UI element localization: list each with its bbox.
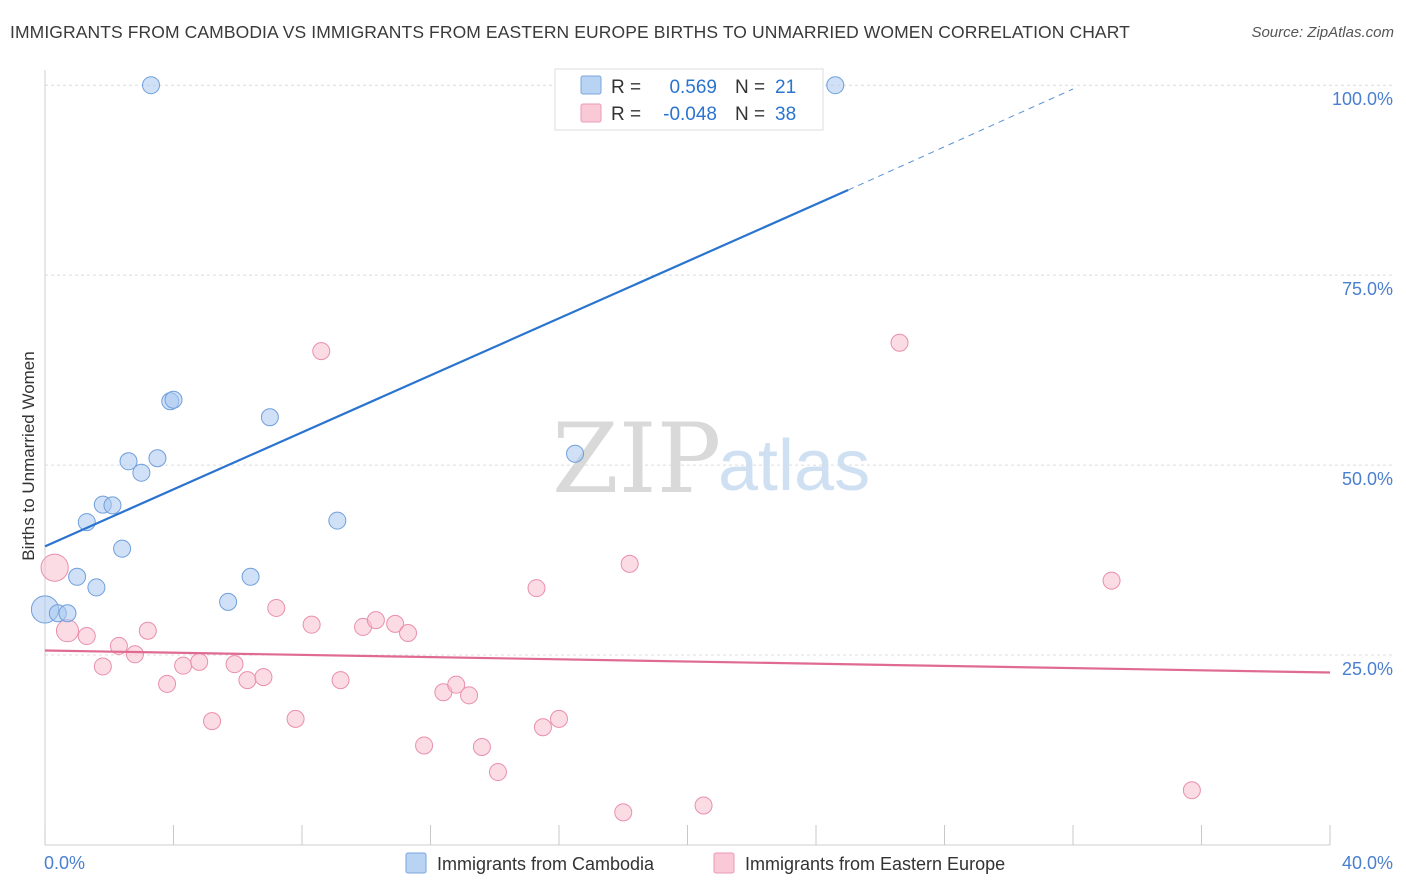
data-point-eastern-europe bbox=[488, 763, 507, 782]
data-point-eastern-europe bbox=[254, 668, 273, 687]
data-point-eastern-europe bbox=[386, 614, 405, 633]
data-point-eastern-europe bbox=[694, 796, 713, 815]
source-label: Source: ZipAtlas.com bbox=[1251, 24, 1394, 41]
data-point-cambodia bbox=[68, 567, 87, 586]
y-tick-label: 50.0% bbox=[1342, 469, 1393, 489]
chart-title: IMMIGRANTS FROM CAMBODIA VS IMMIGRANTS F… bbox=[10, 22, 1130, 42]
data-point-cambodia bbox=[113, 539, 132, 558]
data-point-eastern-europe bbox=[399, 624, 418, 643]
series-legend-swatch-europe bbox=[713, 852, 735, 874]
data-point-cambodia bbox=[241, 567, 260, 586]
data-point-eastern-europe bbox=[267, 598, 286, 617]
data-point-eastern-europe bbox=[447, 675, 466, 694]
data-point-cambodia bbox=[132, 463, 151, 482]
legend-n-value-europe: 38 bbox=[775, 104, 796, 125]
series-legend-label-europe: Immigrants from Eastern Europe bbox=[745, 854, 1005, 874]
data-point-eastern-europe bbox=[40, 553, 69, 582]
y-tick-label: 100.0% bbox=[1332, 89, 1393, 109]
legend-n-label-europe: N = bbox=[735, 104, 765, 125]
data-point-eastern-europe bbox=[138, 621, 157, 640]
data-point-eastern-europe bbox=[225, 655, 244, 674]
data-point-eastern-europe bbox=[533, 718, 552, 737]
y-axis-title: Births to Unmarried Women bbox=[19, 351, 38, 560]
data-point-cambodia bbox=[142, 76, 161, 95]
legend-r-label-cambodia: R = bbox=[611, 77, 641, 98]
series-eastern-europe-points bbox=[40, 333, 1201, 822]
y-tick-label: 25.0% bbox=[1342, 659, 1393, 679]
data-point-eastern-europe bbox=[312, 342, 331, 361]
legend-r-value-cambodia: 0.569 bbox=[669, 77, 717, 98]
data-point-eastern-europe bbox=[77, 627, 96, 646]
data-point-eastern-europe bbox=[238, 671, 257, 690]
data-point-eastern-europe bbox=[158, 674, 177, 693]
series-legend-label-cambodia: Immigrants from Cambodia bbox=[437, 854, 655, 874]
data-point-eastern-europe bbox=[93, 657, 112, 676]
data-point-eastern-europe bbox=[125, 645, 144, 664]
data-point-cambodia bbox=[103, 496, 122, 515]
data-point-cambodia bbox=[826, 76, 845, 95]
data-point-cambodia bbox=[566, 444, 585, 463]
x-tick-label-max: 40.0% bbox=[1342, 853, 1393, 873]
data-point-eastern-europe bbox=[890, 333, 909, 352]
series-cambodia-points bbox=[30, 76, 845, 624]
series-legend: Immigrants from Cambodia Immigrants from… bbox=[405, 852, 1005, 874]
data-point-eastern-europe bbox=[1102, 571, 1121, 590]
data-point-eastern-europe bbox=[1182, 781, 1201, 800]
data-point-eastern-europe bbox=[614, 803, 633, 822]
data-point-eastern-europe bbox=[203, 712, 222, 731]
data-point-cambodia bbox=[119, 452, 138, 471]
data-point-cambodia bbox=[164, 390, 183, 409]
data-point-eastern-europe bbox=[550, 709, 568, 728]
data-point-cambodia bbox=[148, 449, 167, 468]
trend-lines bbox=[44, 88, 1331, 674]
data-point-eastern-europe bbox=[366, 611, 385, 630]
watermark-atlas: atlas bbox=[718, 426, 870, 506]
legend-swatch-cambodia bbox=[580, 75, 602, 95]
legend-swatch-europe bbox=[580, 103, 602, 123]
legend-n-label-cambodia: N = bbox=[735, 77, 765, 98]
data-point-cambodia bbox=[260, 408, 279, 427]
correlation-legend: R = 0.569 N = 21 R = -0.048 N = 38 bbox=[554, 68, 824, 131]
data-point-cambodia bbox=[58, 604, 77, 623]
watermark: ZIP atlas bbox=[552, 403, 870, 515]
data-point-eastern-europe bbox=[527, 579, 546, 598]
legend-r-value-europe: -0.048 bbox=[663, 104, 717, 125]
data-point-eastern-europe bbox=[415, 736, 434, 755]
legend-n-value-cambodia: 21 bbox=[775, 77, 796, 98]
data-point-eastern-europe bbox=[302, 615, 321, 634]
trend-line-eastern-europe bbox=[44, 649, 1331, 674]
series-legend-swatch-cambodia bbox=[405, 852, 427, 874]
trend-line-cambodia-extension bbox=[847, 88, 1074, 191]
trend-line-cambodia bbox=[44, 189, 849, 548]
data-point-eastern-europe bbox=[286, 709, 305, 728]
x-tick-label-min: 0.0% bbox=[44, 853, 85, 873]
data-point-eastern-europe bbox=[460, 686, 479, 705]
data-point-eastern-europe bbox=[620, 554, 639, 573]
x-axis-ticks bbox=[44, 825, 1331, 845]
y-axis-tick-labels: 25.0% 50.0% 75.0% 100.0% bbox=[1332, 89, 1393, 679]
y-tick-label: 75.0% bbox=[1342, 279, 1393, 299]
legend-r-label-europe: R = bbox=[611, 104, 641, 125]
data-point-eastern-europe bbox=[174, 656, 193, 675]
data-point-eastern-europe bbox=[55, 619, 80, 643]
data-point-eastern-europe bbox=[109, 636, 128, 655]
data-point-cambodia bbox=[328, 511, 347, 530]
data-point-cambodia bbox=[87, 578, 106, 597]
data-point-eastern-europe bbox=[331, 671, 350, 690]
data-point-eastern-europe bbox=[190, 652, 209, 671]
data-point-cambodia bbox=[219, 592, 238, 611]
data-point-eastern-europe bbox=[472, 737, 491, 756]
